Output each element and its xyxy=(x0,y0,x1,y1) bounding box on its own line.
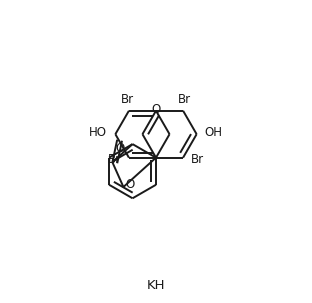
Text: OH: OH xyxy=(205,126,222,139)
Text: Br: Br xyxy=(108,153,121,166)
Text: Br: Br xyxy=(178,92,191,105)
Text: O: O xyxy=(115,142,124,155)
Text: KH: KH xyxy=(147,279,165,292)
Text: O: O xyxy=(125,178,135,191)
Text: Br: Br xyxy=(121,92,134,105)
Text: HO: HO xyxy=(89,126,106,139)
Text: O: O xyxy=(151,103,161,116)
Text: Br: Br xyxy=(190,153,203,166)
